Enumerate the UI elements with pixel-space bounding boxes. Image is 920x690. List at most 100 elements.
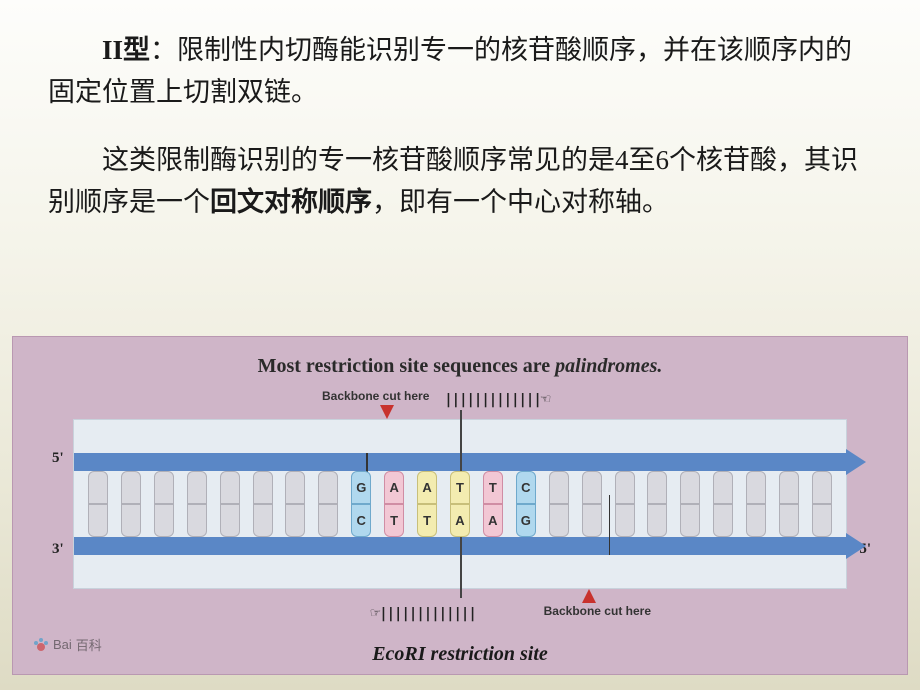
end-5prime-left: 5'	[52, 450, 64, 467]
base-pair	[285, 471, 305, 537]
base-pair: AT	[384, 471, 404, 537]
base-bottom	[680, 504, 700, 537]
base-top	[220, 471, 240, 504]
base-top	[318, 471, 338, 504]
dna-panel: Backbone cut here 5' 3' 5' GCATATTATACG …	[73, 419, 847, 589]
base-bottom	[121, 504, 141, 537]
base-pair	[549, 471, 569, 537]
base-pair	[582, 471, 602, 537]
base-top: T	[483, 471, 503, 504]
base-bottom: C	[351, 504, 371, 537]
base-top	[121, 471, 141, 504]
logo-text: 百科	[76, 635, 102, 654]
base-bottom	[746, 504, 766, 537]
base-top	[615, 471, 635, 504]
base-top	[779, 471, 799, 504]
base-bottom	[154, 504, 174, 537]
base-pair: CG	[516, 471, 536, 537]
base-bottom: A	[483, 504, 503, 537]
base-top: T	[450, 471, 470, 504]
barcode-top: |||||||||||||☜	[444, 389, 549, 408]
p1-rest: ：限制性内切酶能识别专一的核苷酸顺序，并在该顺序内的固定位置上切割双链。	[48, 35, 852, 107]
base-bottom	[812, 504, 832, 537]
strand-arrow-top-icon	[846, 449, 866, 475]
base-pair	[746, 471, 766, 537]
base-bottom	[187, 504, 207, 537]
paw-icon	[33, 637, 49, 653]
base-pair	[680, 471, 700, 537]
base-top	[253, 471, 273, 504]
figure-title: Most restriction site sequences are pali…	[13, 355, 907, 378]
barcode-bot: ☞|||||||||||||	[371, 603, 476, 622]
base-pair	[187, 471, 207, 537]
base-bottom: G	[516, 504, 536, 537]
base-bottom	[549, 504, 569, 537]
base-bottom	[582, 504, 602, 537]
base-top	[549, 471, 569, 504]
base-top: A	[384, 471, 404, 504]
restriction-site-figure: Most restriction site sequences are pali…	[12, 336, 908, 675]
p2-c: ，即有一个中心对称轴。	[372, 187, 669, 217]
base-pair: AT	[417, 471, 437, 537]
base-bottom: A	[450, 504, 470, 537]
base-bottom	[318, 504, 338, 537]
base-pair	[318, 471, 338, 537]
cut-label-bot: Backbone cut here	[544, 605, 651, 618]
p1-bold: II型	[102, 35, 150, 65]
logo-prefix: Bai	[53, 637, 72, 652]
base-bottom	[253, 504, 273, 537]
base-pair	[615, 471, 635, 537]
paragraph-2: 这类限制酶识别的专一核苷酸顺序常见的是4至6个核苷酸，其识别顺序是一个回文对称顺…	[48, 140, 872, 224]
base-top: C	[516, 471, 536, 504]
base-bottom	[647, 504, 667, 537]
caption-eco: Eco	[372, 643, 404, 665]
cut-arrow-bot-icon	[582, 589, 596, 603]
base-top	[680, 471, 700, 504]
base-pair: TA	[483, 471, 503, 537]
base-bottom	[713, 504, 733, 537]
base-pair: GC	[351, 471, 371, 537]
base-top: A	[417, 471, 437, 504]
figure-caption: EcoRI restriction site	[13, 643, 907, 666]
base-top	[713, 471, 733, 504]
base-top	[88, 471, 108, 504]
slide-text: II型：限制性内切酶能识别专一的核苷酸顺序，并在该顺序内的固定位置上切割双链。 …	[0, 0, 920, 223]
base-pair: TA	[450, 471, 470, 537]
base-bottom	[220, 504, 240, 537]
base-top	[285, 471, 305, 504]
caption-rest: RI restriction site	[404, 643, 547, 665]
base-pair	[121, 471, 141, 537]
base-bottom: T	[384, 504, 404, 537]
base-top	[582, 471, 602, 504]
paragraph-1: II型：限制性内切酶能识别专一的核苷酸顺序，并在该顺序内的固定位置上切割双链。	[48, 30, 872, 114]
p2-bold: 回文对称顺序	[210, 187, 372, 217]
strand-arrow-bot-icon	[846, 533, 866, 559]
base-pair	[88, 471, 108, 537]
base-pair	[647, 471, 667, 537]
base-pair	[220, 471, 240, 537]
end-3prime-left: 3'	[52, 541, 64, 558]
base-top	[187, 471, 207, 504]
base-top	[647, 471, 667, 504]
hand-icon: ☞	[371, 603, 380, 622]
base-top	[812, 471, 832, 504]
base-pair	[779, 471, 799, 537]
base-pair	[253, 471, 273, 537]
base-bottom: T	[417, 504, 437, 537]
base-bottom	[88, 504, 108, 537]
base-pair	[154, 471, 174, 537]
base-bottom	[779, 504, 799, 537]
base-pair	[812, 471, 832, 537]
base-pairs: GCATATTATACG	[88, 471, 832, 537]
title-italic: palindromes.	[555, 355, 662, 377]
base-bottom	[615, 504, 635, 537]
base-bottom	[285, 504, 305, 537]
base-top	[154, 471, 174, 504]
hand-icon: ☜	[541, 389, 550, 408]
base-pair	[713, 471, 733, 537]
base-top: G	[351, 471, 371, 504]
cut-label-top: Backbone cut here	[322, 390, 429, 403]
base-top	[746, 471, 766, 504]
title-plain: Most restriction site sequences are	[258, 355, 556, 377]
cut-arrow-top-icon	[380, 405, 394, 419]
